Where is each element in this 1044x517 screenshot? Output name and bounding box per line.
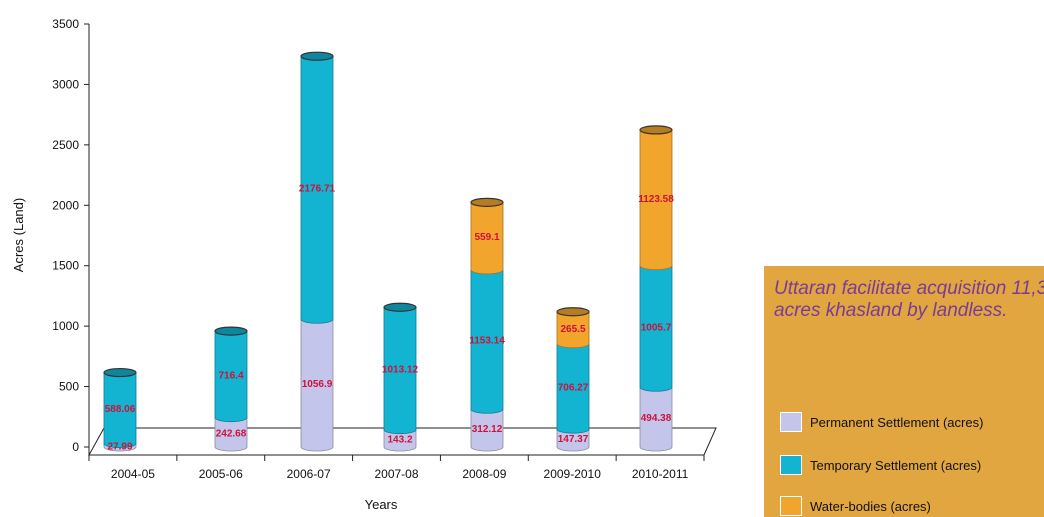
bar-segment-permanent [383, 429, 417, 452]
data-label: 147.37 [558, 434, 589, 445]
info-panel: Uttaran facilitate acquisition 11,380 ac… [764, 266, 1044, 517]
bar-segment-permanent [639, 386, 673, 452]
legend-swatch [780, 455, 802, 475]
bar-top-cap [639, 125, 673, 135]
x-tick-label: 2008-09 [462, 467, 506, 481]
x-tick-label: 2007-08 [374, 467, 418, 481]
bar-top-cap [214, 326, 248, 336]
legend-item-permanent: Permanent Settlement (acres) [780, 410, 983, 434]
data-label: 312.12 [472, 424, 503, 435]
legend-item-temporary: Temporary Settlement (acres) [780, 453, 981, 477]
y-tick-label: 2000 [52, 198, 79, 212]
y-tick-label: 0 [72, 440, 79, 454]
bar-segment-permanent [300, 318, 334, 452]
bar-segment-water [556, 311, 590, 349]
x-tick-label: 2010-2011 [632, 467, 689, 481]
bar-top-cap [300, 51, 334, 61]
data-label: 1005.7 [641, 322, 672, 333]
y-tick-label: 2500 [52, 138, 79, 152]
legend-label: Temporary Settlement (acres) [810, 457, 982, 473]
data-label: 559.1 [474, 232, 499, 243]
y-axis-title: Acres (Land) [11, 198, 26, 272]
bar-top-cap [556, 307, 590, 317]
bar-segment-temporary [556, 343, 590, 434]
x-tick-label: 2006-07 [287, 467, 331, 481]
data-label: 706.27 [558, 383, 589, 394]
bar-segment-temporary [383, 306, 417, 435]
bar-segment-temporary [470, 269, 504, 414]
legend-swatch [780, 496, 802, 516]
caption-text: Uttaran facilitate acquisition 11,380 ac… [774, 278, 1044, 321]
data-label: 265.5 [560, 324, 585, 335]
bar-segment-temporary [214, 330, 248, 423]
y-tick-label: 1500 [52, 259, 79, 273]
data-label: 588.06 [105, 404, 136, 415]
bar-segment-water [639, 129, 673, 271]
data-label: 1153.14 [469, 336, 505, 347]
bar-segment-temporary [300, 55, 334, 324]
x-tick-label: 2009-2010 [544, 467, 602, 481]
y-tick-label: 1000 [52, 319, 79, 333]
data-label: 716.4 [218, 370, 243, 381]
bar-top-cap [103, 367, 137, 378]
bar-segment-water [470, 201, 504, 275]
data-label: 1013.12 [382, 364, 419, 375]
x-tick-label: 2004-05 [111, 467, 155, 481]
legend-swatch [780, 412, 802, 432]
bar-top-cap [383, 302, 417, 312]
data-label: 143.2 [387, 434, 412, 445]
bar-top-cap [470, 197, 504, 207]
x-axis-title: Years [365, 497, 398, 512]
data-label: 1056.9 [302, 379, 333, 390]
bar-segment-temporary [639, 265, 673, 392]
legend-item-water: Water-bodies (acres) [780, 494, 931, 517]
y-tick-label: 3500 [52, 17, 79, 31]
data-label: 27.99 [107, 441, 132, 452]
y-tick-label: 500 [59, 380, 79, 394]
bar-segment-permanent [556, 428, 590, 452]
bar-segment-temporary [103, 372, 137, 449]
data-label: 494.38 [641, 413, 672, 424]
x-tick-label: 2005-06 [199, 467, 243, 481]
legend-label: Permanent Settlement (acres) [810, 414, 984, 430]
legend-label: Water-bodies (acres) [810, 498, 931, 514]
bar-segment-permanent [470, 408, 504, 452]
data-label: 242.68 [216, 428, 247, 439]
bar-segment-permanent [214, 417, 248, 452]
data-label: 1123.58 [638, 194, 674, 205]
data-label: 2176.71 [299, 184, 336, 195]
y-tick-label: 3000 [52, 77, 79, 91]
